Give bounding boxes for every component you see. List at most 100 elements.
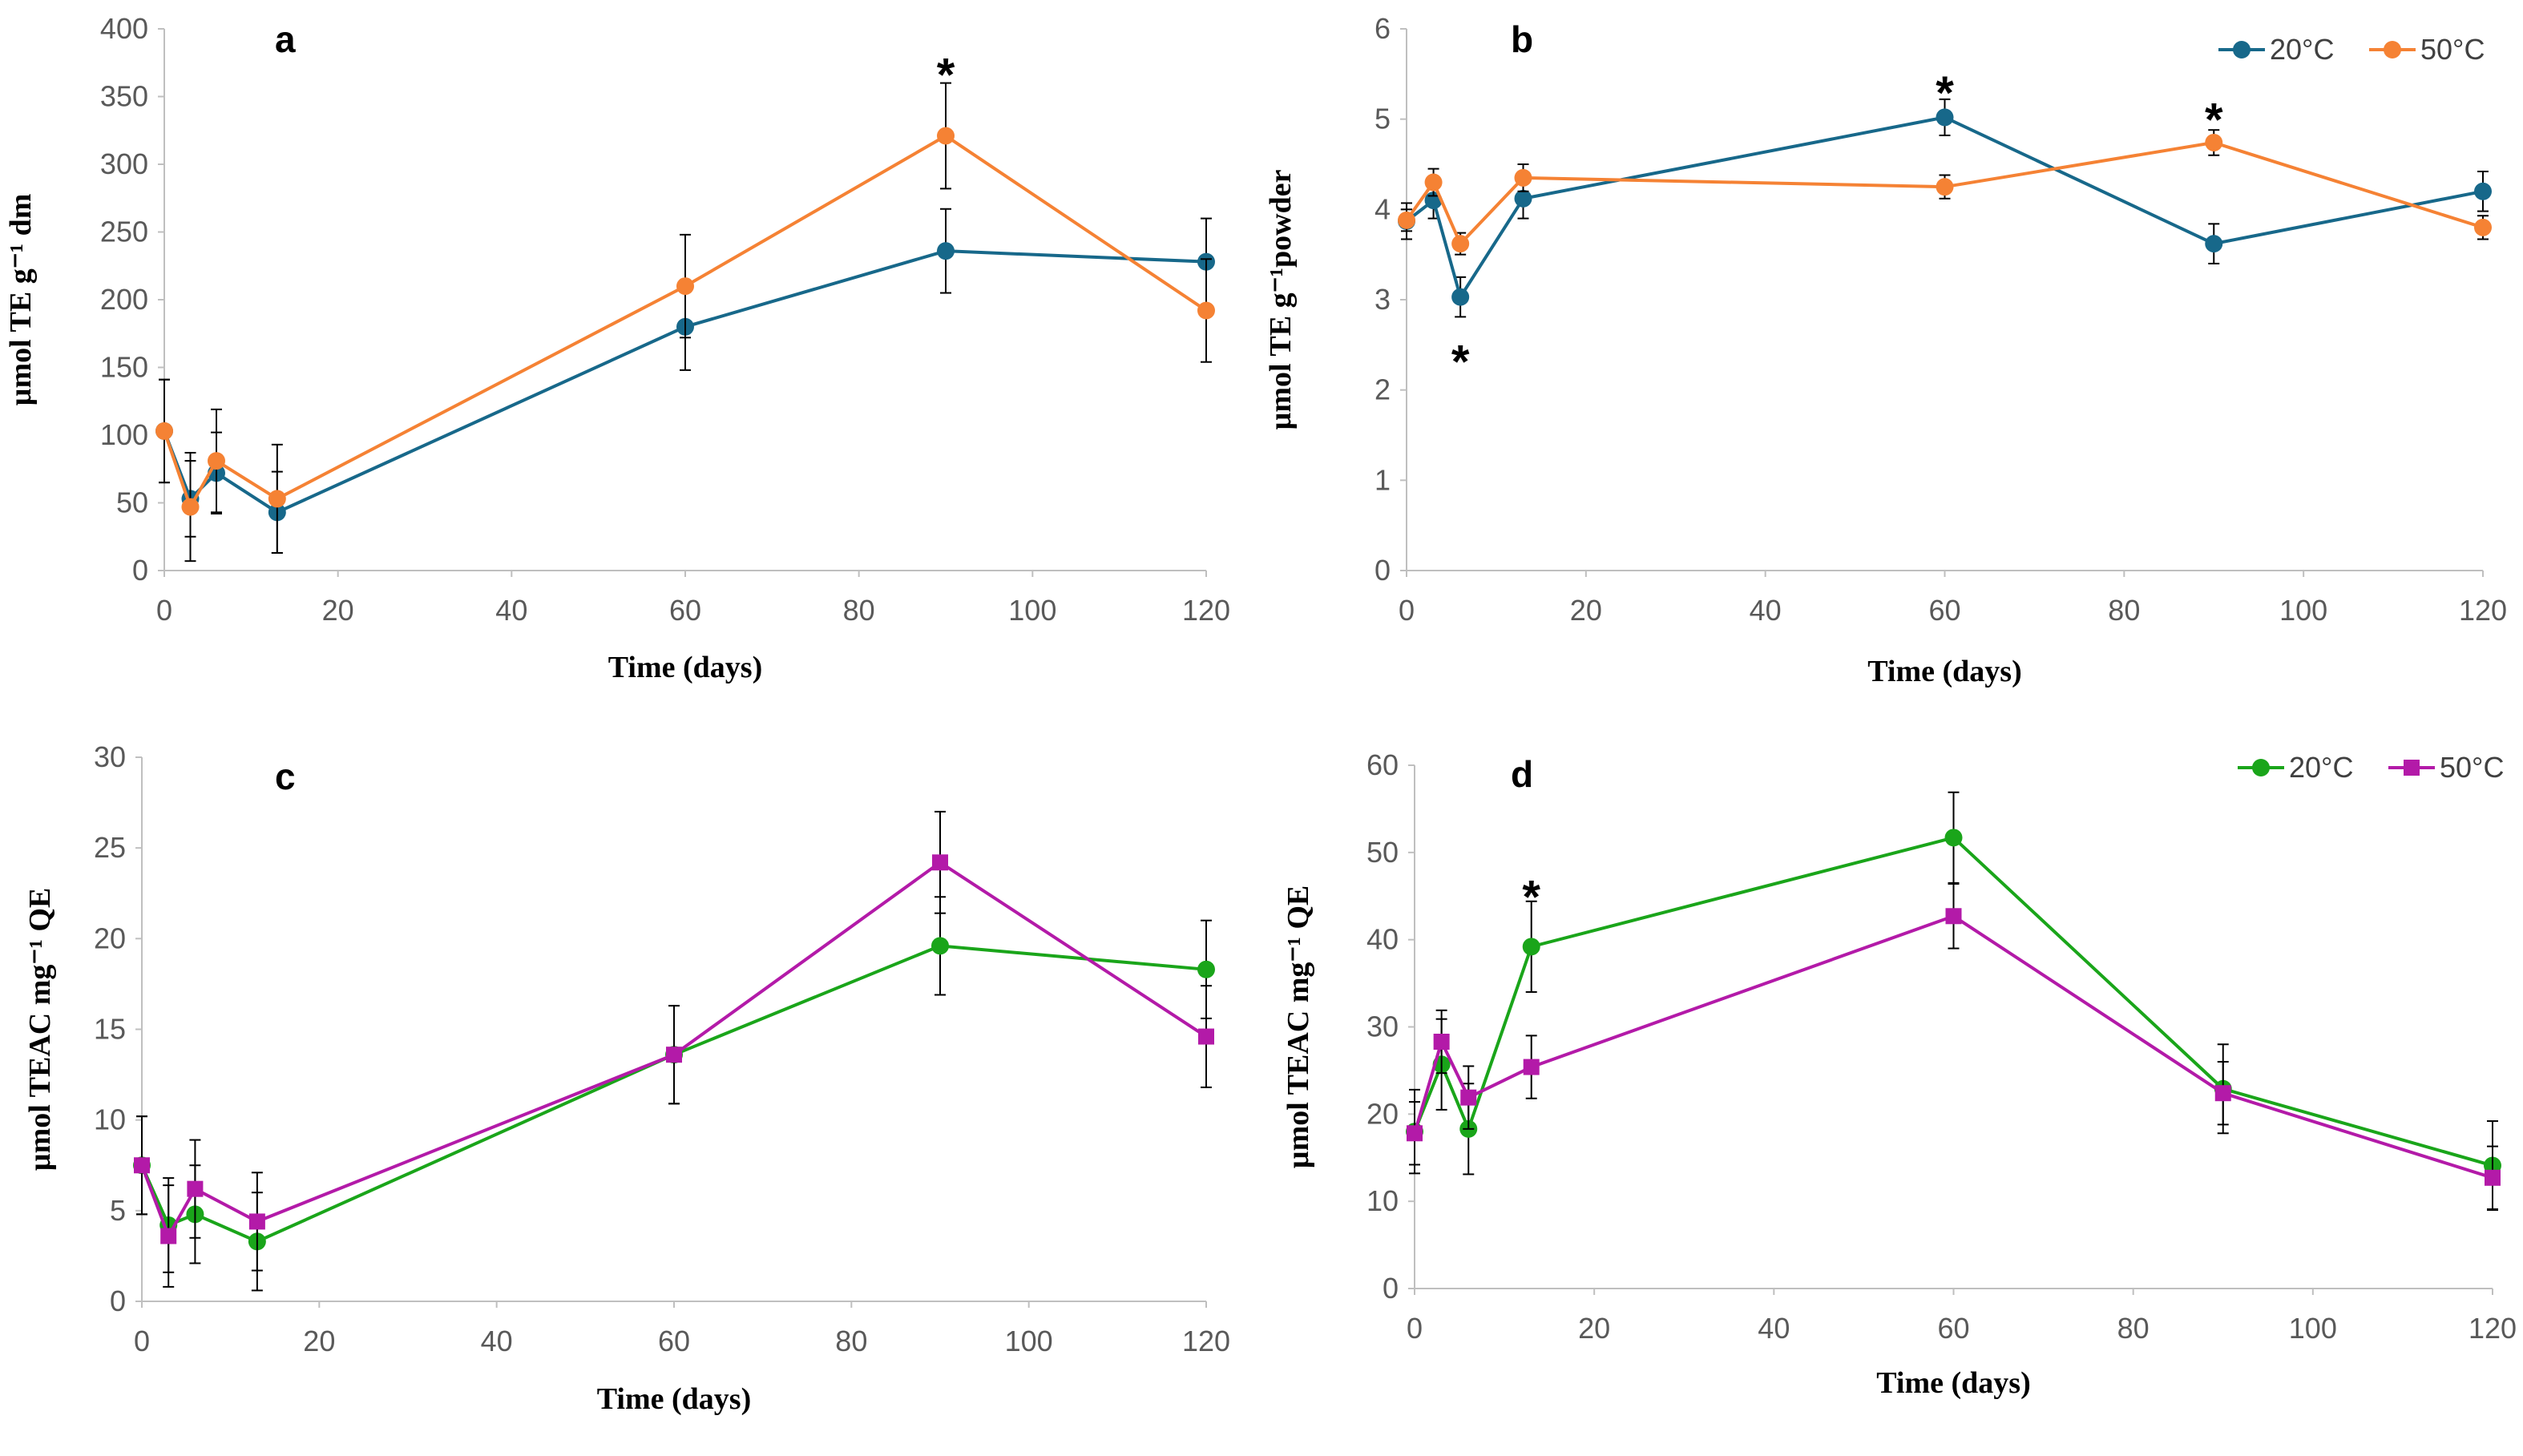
- x-tick-label: 120: [1182, 1325, 1230, 1357]
- data-point: [1944, 829, 1963, 847]
- data-point: [1433, 1034, 1450, 1051]
- x-tick-label: 40: [481, 1325, 513, 1357]
- x-tick-label: 80: [843, 594, 875, 627]
- legend-marker: [2233, 41, 2251, 58]
- legend-label: 50°C: [2440, 751, 2504, 784]
- x-axis-title: Time (days): [597, 1382, 751, 1416]
- data-point: [2474, 182, 2492, 200]
- data-point: [676, 277, 694, 296]
- series-50°C: [155, 82, 1215, 563]
- y-tick-label: 200: [100, 283, 148, 316]
- x-tick-label: 60: [658, 1325, 690, 1357]
- y-tick-label: 40: [1366, 923, 1399, 956]
- x-tick-label: 100: [2279, 594, 2327, 627]
- y-tick-label: 30: [1366, 1010, 1399, 1043]
- y-tick-label: 150: [100, 351, 148, 384]
- y-tick-label: 0: [132, 554, 148, 587]
- data-point: [1197, 960, 1215, 978]
- chart-panel-c: 0 5 10 15 20 25 30 0 20 40 60 80 100 120 Time (days) µm…: [23, 740, 1230, 1416]
- x-tick-label: 120: [2469, 1312, 2517, 1345]
- x-axis-title: Time (days): [1876, 1366, 2030, 1400]
- data-point: [2205, 133, 2223, 151]
- x-tick-label: 40: [1750, 594, 1782, 627]
- data-point: [1398, 211, 1415, 229]
- y-tick-label: 400: [100, 12, 148, 45]
- y-axis-title: µmol TEAC mg⁻¹ QE: [1282, 885, 1315, 1169]
- data-point: [2214, 1085, 2231, 1102]
- data-point: [932, 854, 948, 871]
- data-point: [1514, 189, 1532, 208]
- series-50°C: [1407, 883, 2501, 1210]
- significance-star: *: [1936, 67, 1954, 119]
- x-tick-label: 0: [134, 1325, 150, 1357]
- y-tick-label: 5: [1375, 103, 1391, 135]
- significance-star: *: [937, 49, 955, 101]
- data-point: [931, 937, 949, 955]
- x-tick-label: 100: [1005, 1325, 1053, 1357]
- x-tick-label: 100: [2289, 1312, 2337, 1345]
- data-point: [666, 1047, 682, 1063]
- legend: 20°C 50°C: [2218, 33, 2485, 66]
- x-tick-label: 120: [1182, 594, 1230, 627]
- data-point: [1197, 301, 1215, 320]
- y-tick-label: 20: [94, 922, 126, 954]
- x-tick-label: 0: [156, 594, 172, 627]
- y-tick-label: 25: [94, 831, 126, 864]
- legend: 20°C 50°C: [2238, 751, 2504, 784]
- y-tick-label: 300: [100, 147, 148, 180]
- data-point: [134, 1157, 150, 1174]
- y-tick-label: 10: [1366, 1184, 1399, 1217]
- legend-label: 20°C: [2270, 33, 2334, 66]
- x-tick-label: 20: [303, 1325, 335, 1357]
- legend-marker: [2252, 759, 2270, 776]
- y-tick-label: 50: [116, 486, 148, 519]
- data-point: [1945, 908, 1962, 925]
- x-tick-label: 40: [495, 594, 527, 627]
- panel-letter: b: [1511, 18, 1533, 60]
- y-axis-title: µmol TE g⁻¹ dm: [4, 194, 38, 406]
- data-point: [1451, 235, 1470, 253]
- panel-letter: d: [1511, 753, 1533, 795]
- y-tick-label: 350: [100, 80, 148, 113]
- data-point: [1936, 178, 1954, 196]
- x-tick-label: 60: [669, 594, 701, 627]
- data-point: [1451, 288, 1470, 306]
- data-point: [181, 498, 200, 516]
- significance-star: *: [1522, 872, 1540, 924]
- x-tick-label: 20: [1570, 594, 1602, 627]
- data-point: [208, 452, 225, 470]
- data-point: [1523, 1059, 1540, 1075]
- data-point: [1936, 108, 1954, 127]
- y-axis-title: µmol TE g⁻¹powder: [1264, 169, 1298, 430]
- y-tick-label: 10: [94, 1103, 126, 1136]
- x-tick-label: 20: [322, 594, 354, 627]
- y-tick-label: 6: [1375, 12, 1391, 45]
- chart-panel-d: 0 10 20 30 40 50 60 0 20 40 60 80 100 120 Time (days) µ…: [1282, 748, 2517, 1400]
- x-tick-label: 120: [2459, 594, 2507, 627]
- data-point: [1522, 938, 1540, 956]
- legend-label: 50°C: [2420, 33, 2485, 66]
- legend-label: 20°C: [2289, 751, 2353, 784]
- series-50°C: [1398, 129, 2492, 256]
- legend-marker: [2384, 41, 2401, 58]
- x-tick-label: 60: [1937, 1312, 1969, 1345]
- data-point: [160, 1228, 177, 1244]
- x-tick-label: 100: [1008, 594, 1056, 627]
- y-axis-title: µmol TEAC mg⁻¹ QE: [23, 888, 57, 1172]
- data-point: [187, 1180, 204, 1197]
- y-tick-label: 15: [94, 1013, 126, 1046]
- y-tick-label: 20: [1366, 1097, 1399, 1130]
- significance-star: *: [2205, 95, 2223, 147]
- data-point: [2205, 235, 2223, 253]
- x-axis-title: Time (days): [608, 651, 762, 684]
- data-point: [1198, 1028, 1214, 1045]
- data-point: [155, 421, 173, 440]
- y-tick-label: 100: [100, 418, 148, 451]
- y-tick-label: 1: [1375, 463, 1391, 496]
- series-50°C: [134, 810, 1214, 1288]
- x-tick-label: 0: [1399, 594, 1415, 627]
- legend-marker: [2404, 760, 2420, 776]
